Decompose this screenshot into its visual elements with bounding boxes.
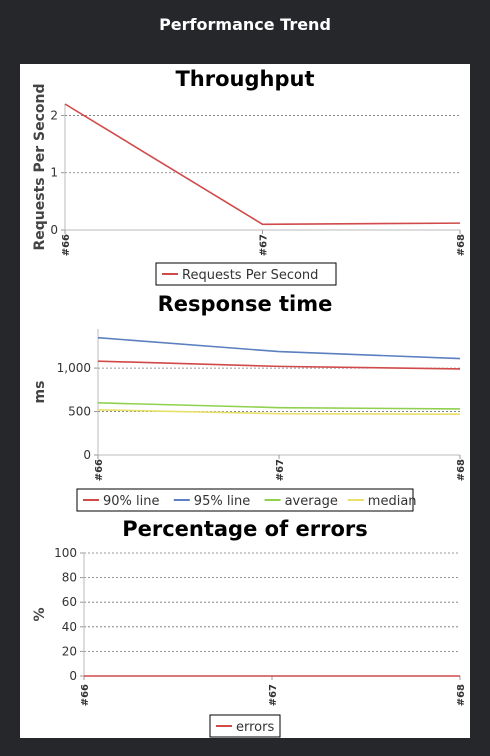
chart-2-legend bbox=[76, 488, 414, 512]
chart-1-x-tick-label: #66 bbox=[61, 234, 72, 256]
chart-2-x-tick-label: #67 bbox=[275, 459, 286, 481]
chart-2-x-tick-label: #66 bbox=[94, 459, 105, 481]
chart-3-x-tick-label: #67 bbox=[268, 684, 279, 706]
chart-1-legend-label-requests-per-second: Requests Per Second bbox=[182, 268, 318, 283]
chart-3-y-tick-label: 0 bbox=[69, 669, 77, 683]
chart-3-x-tick-label: #66 bbox=[80, 684, 91, 706]
panel-header: Performance Trend bbox=[0, 0, 490, 48]
chart-3-y-tick-label: 20 bbox=[62, 644, 77, 658]
chart-1-title: Throughput bbox=[175, 67, 314, 91]
chart-2-y-tick-label: 0 bbox=[83, 448, 91, 462]
chart-3-title: Percentage of errors bbox=[122, 517, 368, 541]
chart-1-y-tick-label: 1 bbox=[50, 166, 58, 180]
chart-2-legend-label-median: median bbox=[368, 494, 417, 509]
chart-2-y-tick-label: 1,000 bbox=[57, 361, 91, 375]
chart-1-y-tick-label: 2 bbox=[50, 108, 58, 122]
chart-1-x-tick-label: #67 bbox=[259, 234, 270, 256]
chart-3-y-tick-label: 60 bbox=[62, 595, 77, 609]
chart-2-series-line-90-line bbox=[97, 360, 461, 370]
chart-1-x-tick-label: #68 bbox=[456, 234, 467, 256]
chart-1-legend bbox=[155, 262, 337, 286]
chart-area: Throughput Requests Per Second 0 1 2 #66 #67 #6… bbox=[20, 64, 470, 738]
chart-3-y-tick-label: 80 bbox=[62, 571, 77, 585]
chart-3-legend-label-errors: errors bbox=[236, 720, 274, 735]
chart-2-y-tick-label: 500 bbox=[68, 405, 91, 419]
chart-2-series-line-average bbox=[97, 402, 461, 410]
chart-1-series-line-requests-per-second bbox=[64, 103, 461, 226]
chart-2-legend-label-90-line: 90% line bbox=[103, 494, 160, 509]
chart-1-y-axis-label: Requests Per Second bbox=[32, 83, 48, 250]
chart-3-y-tick-label: 100 bbox=[54, 546, 77, 560]
chart-2-title: Response time bbox=[158, 292, 333, 316]
chart-2-y-axis-label: ms bbox=[32, 381, 48, 404]
chart-1-y-tick-label: 0 bbox=[50, 223, 58, 237]
chart-2-x-tick-label: #68 bbox=[456, 459, 467, 481]
chart-3-legend bbox=[209, 714, 281, 738]
chart-2-legend-label-average: average bbox=[285, 494, 338, 509]
chart-2-series-line-median bbox=[97, 409, 461, 415]
chart-3-y-axis-label: % bbox=[32, 607, 48, 621]
chart-2-legend-label-95-line: 95% line bbox=[194, 494, 251, 509]
panel-title: Performance Trend bbox=[159, 14, 331, 34]
chart-3-x-tick-label: #68 bbox=[456, 684, 467, 706]
chart-3-y-tick-label: 40 bbox=[62, 620, 77, 634]
chart-2-series-line-95-line bbox=[97, 336, 461, 360]
